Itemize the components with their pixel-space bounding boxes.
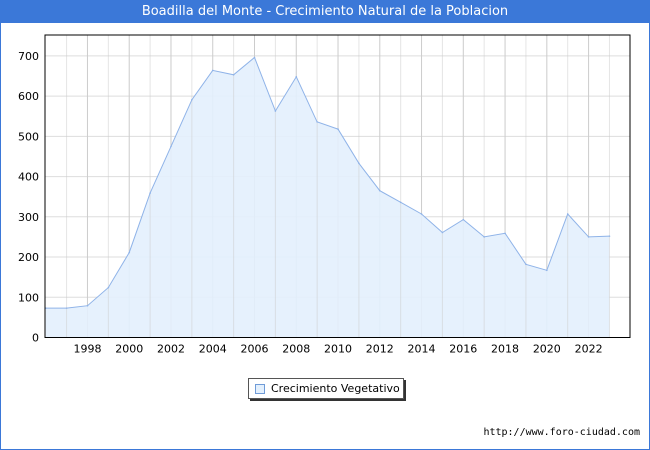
x-tick-label: 2002 (157, 343, 185, 356)
data-point (211, 69, 214, 72)
data-point (420, 213, 423, 215)
y-tick-label: 300 (18, 211, 39, 224)
data-point (191, 98, 193, 101)
data-point (107, 286, 110, 289)
data-point (274, 110, 277, 112)
x-tick-label: 2000 (115, 343, 143, 356)
data-point (378, 189, 381, 192)
data-point (128, 251, 131, 254)
plot-border (44, 34, 631, 338)
data-point (253, 56, 256, 59)
data-point (170, 145, 172, 148)
data-point (358, 162, 360, 165)
data-point (483, 236, 485, 238)
data-point (587, 236, 590, 238)
x-tick-label: 1998 (73, 343, 101, 356)
x-tick-label: 2018 (491, 343, 519, 356)
y-tick-label: 400 (18, 171, 39, 184)
data-point (525, 263, 527, 266)
x-tick-label: 2008 (282, 343, 310, 356)
legend-swatch (255, 384, 265, 394)
x-tick-label: 2022 (575, 343, 603, 356)
y-tick-label: 100 (18, 291, 39, 304)
data-point (86, 304, 89, 307)
legend: Crecimiento Vegetativo (248, 378, 404, 399)
data-point (504, 232, 506, 235)
data-point (566, 213, 569, 215)
data-point (608, 235, 611, 237)
x-tick-label: 2004 (199, 343, 227, 356)
data-point (441, 231, 444, 234)
x-tick-label: 2016 (449, 343, 477, 356)
series-area (45, 57, 610, 338)
data-point (337, 128, 339, 130)
x-tick-label: 2014 (408, 343, 436, 356)
data-point (399, 201, 402, 204)
x-tick-label: 2006 (241, 343, 269, 356)
data-point (295, 76, 298, 78)
legend-label: Crecimiento Vegetativo (271, 382, 400, 395)
data-point (149, 192, 151, 194)
x-tick-label: 2020 (533, 343, 561, 356)
data-point (316, 121, 318, 123)
source-url: http://www.foro-ciudad.com (483, 427, 640, 438)
x-tick-label: 2010 (324, 343, 352, 356)
data-point (65, 307, 68, 309)
series-line (45, 56, 610, 309)
y-tick-label: 200 (18, 251, 39, 264)
y-tick-label: 500 (18, 130, 39, 143)
y-tick-label: 600 (18, 90, 39, 103)
data-point (462, 218, 465, 221)
x-tick-label: 2012 (366, 343, 394, 356)
y-tick-label: 0 (32, 332, 39, 345)
data-point (232, 73, 235, 76)
y-tick-label: 700 (18, 50, 39, 63)
data-point (546, 269, 548, 272)
chart-title: Boadilla del Monte - Crecimiento Natural… (0, 0, 650, 23)
